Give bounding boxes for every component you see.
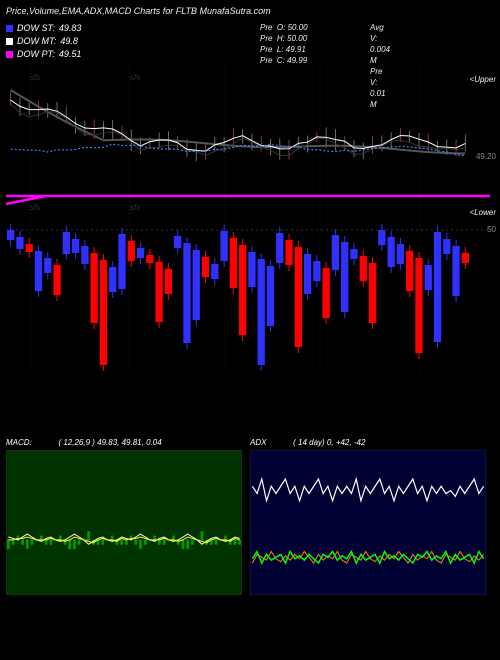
- svg-text:sfs: sfs: [130, 73, 140, 82]
- svg-text:sfs: sfs: [30, 73, 40, 82]
- svg-text:sfs: sfs: [30, 203, 40, 212]
- adx-header: ADX ( 14 day) 0, +42, -42: [250, 438, 365, 447]
- adx-chart: [250, 450, 486, 595]
- macd-chart: [6, 450, 242, 595]
- svg-text:sfs: sfs: [130, 203, 140, 212]
- price-chart: sfs sfs sfs sfs: [0, 0, 500, 400]
- macd-header: MACD: ( 12,26,9 ) 49.83, 49.81, 0.04: [6, 438, 162, 447]
